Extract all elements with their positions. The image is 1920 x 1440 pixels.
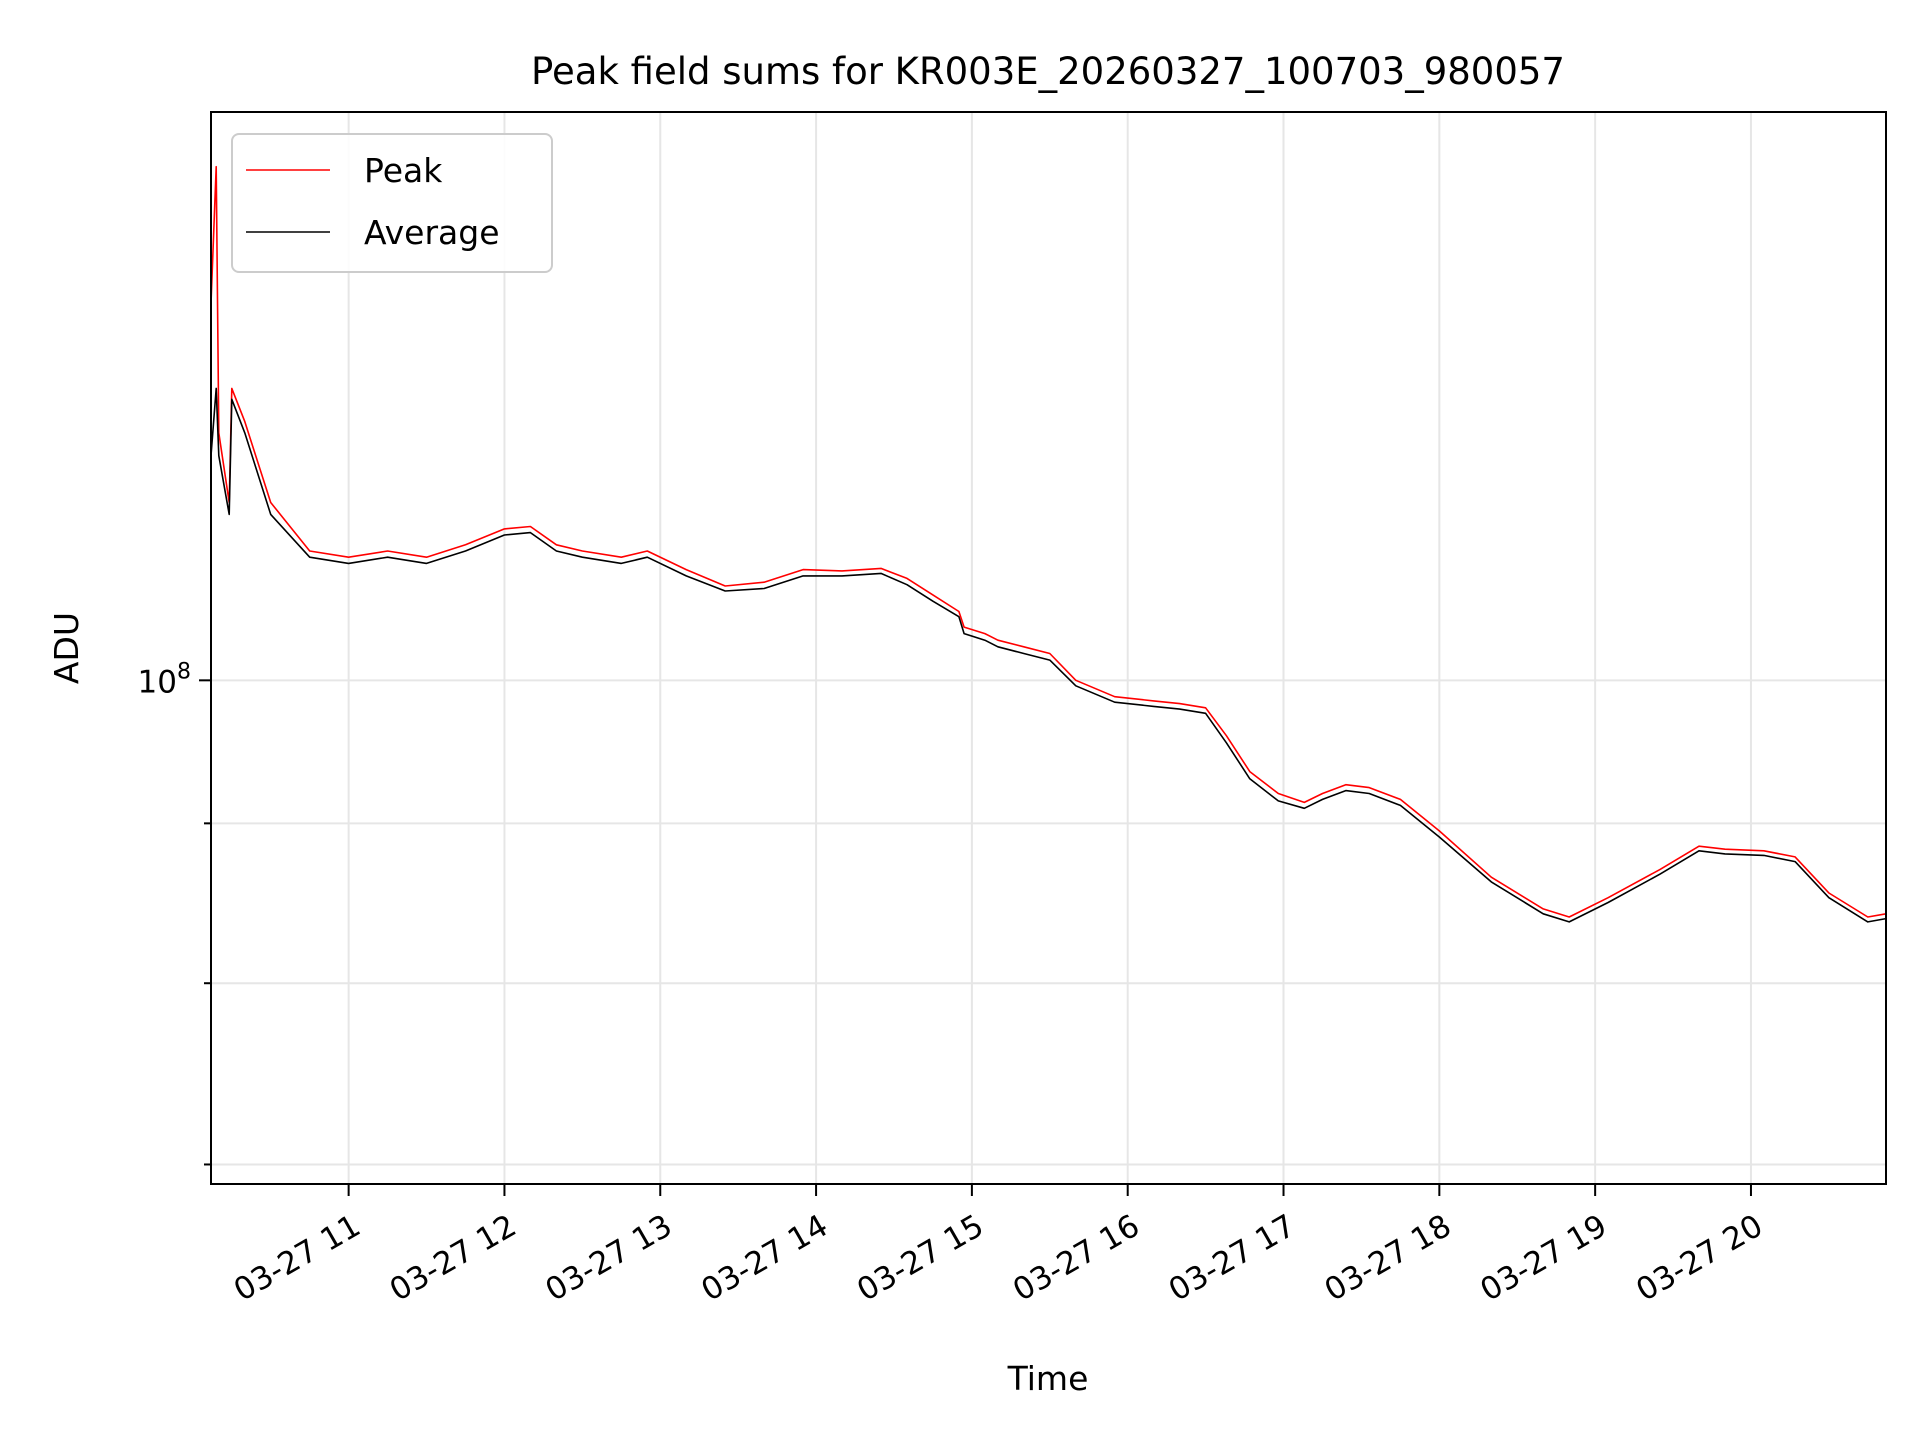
x-axis-label: Time	[1007, 1359, 1089, 1398]
series-layer	[210, 165, 1887, 923]
y-axis-label: ADU	[47, 612, 86, 684]
legend-box	[231, 133, 553, 273]
plot-frame	[210, 111, 1887, 1185]
grid	[211, 112, 1886, 1184]
series-line-peak	[210, 165, 1887, 918]
legend-label-peak: Peak	[364, 151, 443, 190]
series-line-average	[210, 387, 1887, 923]
legend: Peak Average	[231, 133, 553, 273]
chart-title: Peak field sums for KR003E_20260327_1007…	[531, 50, 1565, 93]
y-tick-label: 108	[138, 659, 191, 700]
y-axis: 108	[138, 659, 211, 1166]
legend-label-average: Average	[364, 213, 500, 252]
